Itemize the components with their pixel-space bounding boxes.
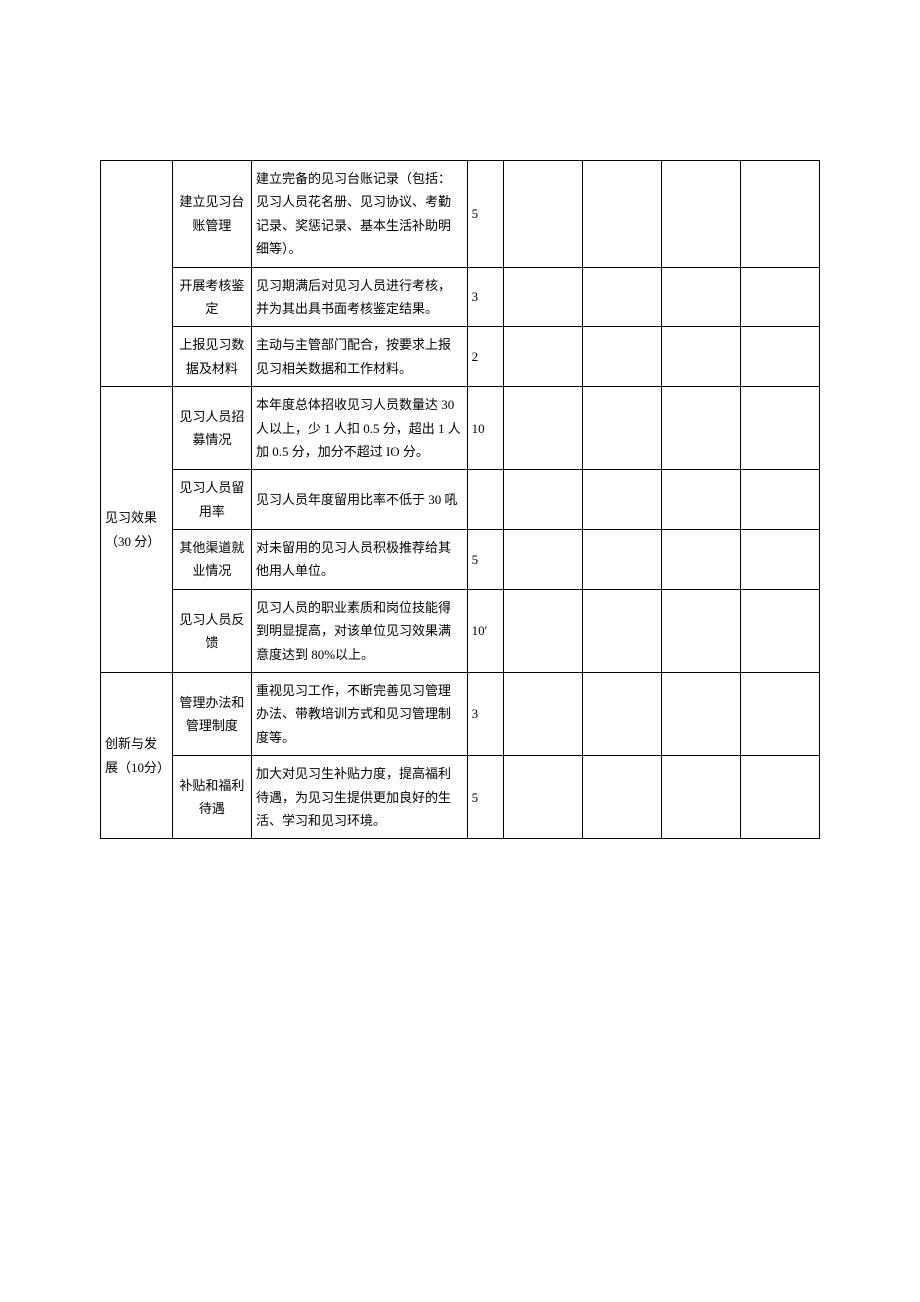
empty-cell xyxy=(503,589,582,672)
empty-cell xyxy=(740,530,819,590)
empty-cell xyxy=(661,161,740,268)
empty-cell xyxy=(582,530,661,590)
empty-cell xyxy=(740,470,819,530)
table-row: 补贴和福利待遇 加大对见习生补贴力度，提高福利待遇，为见习生提供更加良好的生活、… xyxy=(101,756,820,839)
empty-cell xyxy=(582,673,661,756)
desc-cell: 主动与主管部门配合，按要求上报见习相关数据和工作材料。 xyxy=(251,327,467,387)
empty-cell xyxy=(503,470,582,530)
empty-cell xyxy=(740,756,819,839)
score-cell: 10' xyxy=(467,589,503,672)
empty-cell xyxy=(661,267,740,327)
empty-cell xyxy=(740,267,819,327)
empty-cell xyxy=(582,161,661,268)
empty-cell xyxy=(661,589,740,672)
empty-cell xyxy=(582,756,661,839)
empty-cell xyxy=(740,327,819,387)
table-row: 见习人员反馈 见习人员的职业素质和岗位技能得到明显提高，对该单位见习效果满意度达… xyxy=(101,589,820,672)
empty-cell xyxy=(582,470,661,530)
empty-cell xyxy=(503,756,582,839)
desc-cell: 见习期满后对见习人员进行考核，并为其出具书面考核鉴定结果。 xyxy=(251,267,467,327)
desc-cell: 重视见习工作，不断完善见习管理办法、带教培训方式和见习管理制度等。 xyxy=(251,673,467,756)
empty-cell xyxy=(661,387,740,470)
item-cell: 其他渠道就业情况 xyxy=(172,530,251,590)
item-cell: 建立见习台账管理 xyxy=(172,161,251,268)
empty-cell xyxy=(503,327,582,387)
score-cell: 10 xyxy=(467,387,503,470)
score-cell: 5 xyxy=(467,530,503,590)
table-row: 见习效果（30 分） 见习人员招募情况 本年度总体招收见习人员数量达 30 人以… xyxy=(101,387,820,470)
score-cell: 3 xyxy=(467,673,503,756)
item-cell: 见习人员反馈 xyxy=(172,589,251,672)
score-cell: 3 xyxy=(467,267,503,327)
table-row: 上报见习数据及材料 主动与主管部门配合，按要求上报见习相关数据和工作材料。 2 xyxy=(101,327,820,387)
evaluation-table: 建立见习台账管理 建立完备的见习台账记录（包括：见习人员花名册、见习协议、考勤记… xyxy=(100,160,820,839)
item-cell: 补贴和福利待遇 xyxy=(172,756,251,839)
score-cell: 5 xyxy=(467,756,503,839)
score-cell: 5 xyxy=(467,161,503,268)
empty-cell xyxy=(503,387,582,470)
empty-cell xyxy=(740,161,819,268)
desc-cell: 见习人员的职业素质和岗位技能得到明显提高，对该单位见习效果满意度达到 80%以上… xyxy=(251,589,467,672)
category-cell: 创新与发展（10分） xyxy=(101,673,173,839)
empty-cell xyxy=(503,267,582,327)
empty-cell xyxy=(740,387,819,470)
page-container: 建立见习台账管理 建立完备的见习台账记录（包括：见习人员花名册、见习协议、考勤记… xyxy=(0,0,920,999)
desc-cell: 见习人员年度留用比率不低于 30 吼 xyxy=(251,470,467,530)
score-cell xyxy=(467,470,503,530)
item-cell: 上报见习数据及材料 xyxy=(172,327,251,387)
table-row: 见习人员留用率 见习人员年度留用比率不低于 30 吼 xyxy=(101,470,820,530)
desc-cell: 建立完备的见习台账记录（包括：见习人员花名册、见习协议、考勤记录、奖惩记录、基本… xyxy=(251,161,467,268)
empty-cell xyxy=(582,387,661,470)
table-row: 开展考核鉴定 见习期满后对见习人员进行考核，并为其出具书面考核鉴定结果。 3 xyxy=(101,267,820,327)
category-cell: 见习效果（30 分） xyxy=(101,387,173,673)
empty-cell xyxy=(503,673,582,756)
empty-cell xyxy=(661,673,740,756)
empty-cell xyxy=(582,327,661,387)
empty-cell xyxy=(582,267,661,327)
empty-cell xyxy=(503,161,582,268)
empty-cell xyxy=(661,327,740,387)
empty-cell xyxy=(661,530,740,590)
table-row: 建立见习台账管理 建立完备的见习台账记录（包括：见习人员花名册、见习协议、考勤记… xyxy=(101,161,820,268)
item-cell: 见习人员招募情况 xyxy=(172,387,251,470)
category-cell xyxy=(101,161,173,387)
empty-cell xyxy=(661,756,740,839)
table-row: 创新与发展（10分） 管理办法和管理制度 重视见习工作，不断完善见习管理办法、带… xyxy=(101,673,820,756)
empty-cell xyxy=(661,470,740,530)
table-row: 其他渠道就业情况 对未留用的见习人员积极推荐给其他用人单位。 5 xyxy=(101,530,820,590)
empty-cell xyxy=(740,673,819,756)
desc-cell: 加大对见习生补贴力度，提高福利待遇，为见习生提供更加良好的生活、学习和见习环境。 xyxy=(251,756,467,839)
empty-cell xyxy=(582,589,661,672)
desc-cell: 本年度总体招收见习人员数量达 30 人以上，少 1 人扣 0.5 分，超出 1 … xyxy=(251,387,467,470)
empty-cell xyxy=(740,589,819,672)
desc-cell: 对未留用的见习人员积极推荐给其他用人单位。 xyxy=(251,530,467,590)
item-cell: 开展考核鉴定 xyxy=(172,267,251,327)
item-cell: 见习人员留用率 xyxy=(172,470,251,530)
item-cell: 管理办法和管理制度 xyxy=(172,673,251,756)
empty-cell xyxy=(503,530,582,590)
score-cell: 2 xyxy=(467,327,503,387)
